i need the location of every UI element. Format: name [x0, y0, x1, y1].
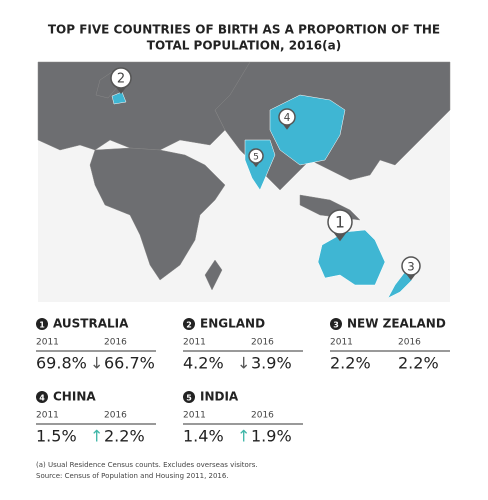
year-label: 2011: [36, 411, 59, 421]
map-pin-label: 5: [253, 153, 259, 163]
rank-badge: [36, 391, 48, 403]
year-label: 2016: [251, 411, 274, 421]
year-label: 2016: [104, 338, 127, 348]
country-name: INDIA: [200, 390, 239, 404]
year-label: 2016: [398, 338, 421, 348]
year-label: 2011: [330, 338, 353, 348]
map-pin-label: 4: [284, 112, 291, 124]
value-2011: 69.8%: [36, 354, 87, 373]
value-2016: 1.9%: [251, 427, 292, 446]
rank-number: 1: [39, 321, 45, 330]
trend-arrow: ↑: [90, 427, 103, 446]
australia: [317, 229, 386, 286]
map-pin: [401, 256, 421, 276]
rank-number: 4: [39, 394, 45, 403]
value-2016: 66.7%: [104, 354, 155, 373]
trend-arrow: ↓: [237, 354, 250, 373]
year-label: 2011: [183, 411, 206, 421]
country-name: NEW ZEALAND: [347, 317, 446, 331]
trend-arrow: ↓: [90, 354, 103, 373]
year-label: 2011: [183, 338, 206, 348]
year-label: 2016: [104, 411, 127, 421]
value-2011: 1.5%: [36, 427, 77, 446]
england: [111, 91, 127, 105]
map-pin: [327, 209, 353, 235]
country-name: ENGLAND: [200, 317, 265, 331]
value-2016: 2.2%: [398, 354, 439, 373]
value-2016: 2.2%: [104, 427, 145, 446]
year-label: 2016: [251, 338, 274, 348]
rank-number: 2: [186, 321, 192, 330]
madagascar: [204, 259, 223, 291]
rank-badge: [183, 391, 195, 403]
value-2011: 2.2%: [330, 354, 371, 373]
title-line: TOTAL POPULATION, 2016(a): [147, 39, 341, 53]
title-line: TOP FIVE COUNTRIES OF BIRTH AS A PROPORT…: [48, 23, 440, 37]
map-pin-label: 2: [117, 72, 125, 87]
value-2016: 3.9%: [251, 354, 292, 373]
country-name: AUSTRALIA: [53, 317, 129, 331]
value-2011: 4.2%: [183, 354, 224, 373]
trend-arrow: ↑: [237, 427, 250, 446]
map-pin: [110, 67, 132, 89]
europe-asia-west: [37, 61, 251, 151]
world-map: [37, 61, 451, 302]
map-pin-label: 3: [407, 260, 414, 274]
note: (a) Usual Residence Census counts. Exclu…: [36, 461, 258, 469]
rank-badge: [36, 318, 48, 330]
value-2011: 1.4%: [183, 427, 224, 446]
note: Source: Census of Population and Housing…: [36, 472, 229, 480]
rank-badge: [330, 318, 342, 330]
africa: [89, 147, 226, 281]
year-label: 2011: [36, 338, 59, 348]
map-pin: [248, 148, 264, 164]
map-pin-label: 1: [335, 214, 345, 232]
rank-badge: [183, 318, 195, 330]
rank-number: 5: [186, 394, 192, 403]
rank-number: 3: [333, 321, 339, 330]
map-pin: [278, 108, 296, 126]
country-name: CHINA: [53, 390, 96, 404]
